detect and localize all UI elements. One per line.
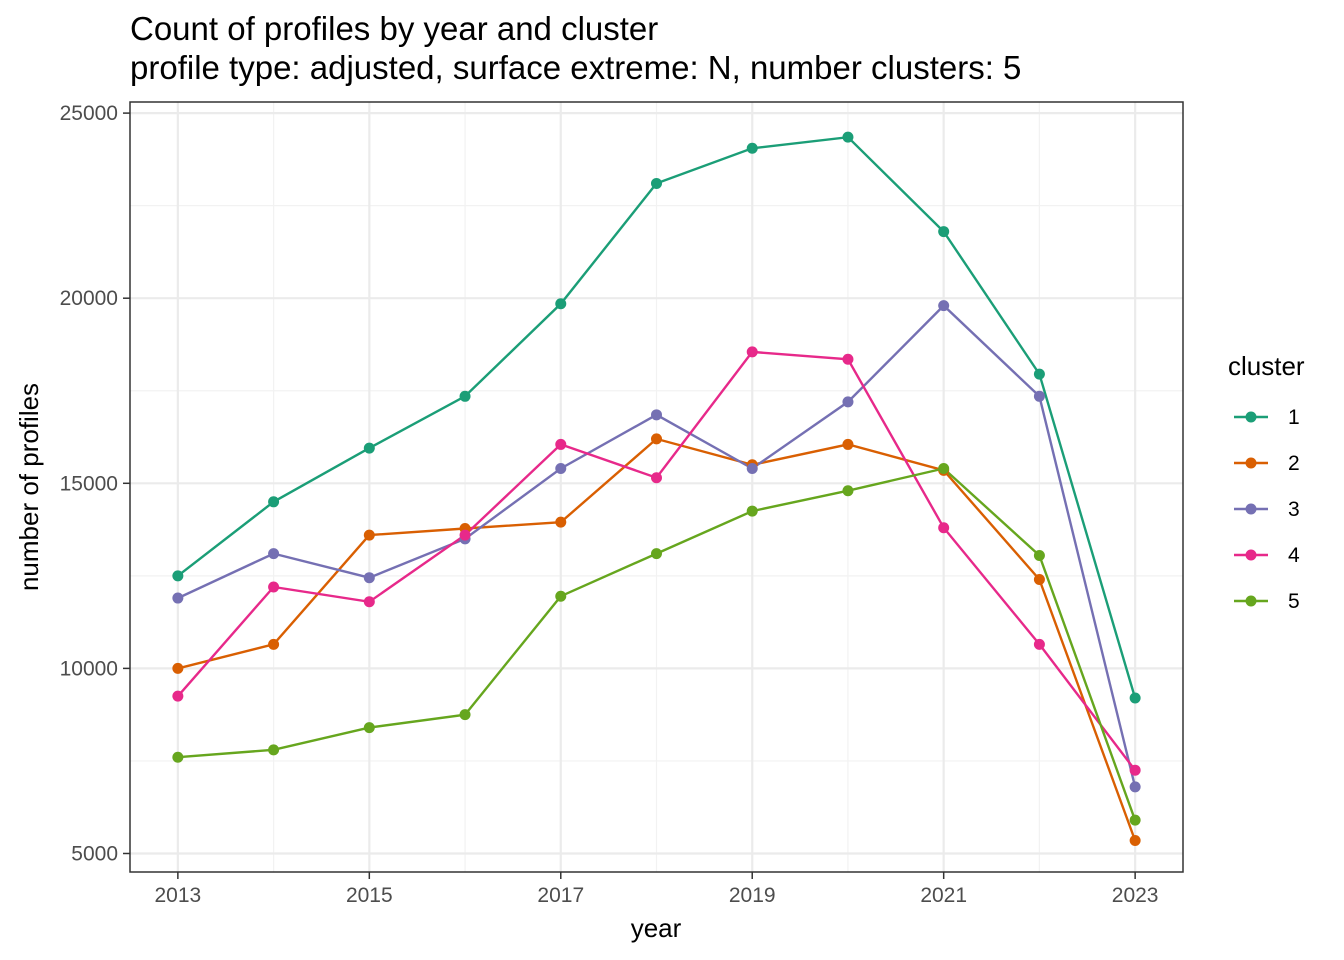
data-point-cluster-5 — [1033, 549, 1045, 561]
x-tick-label: 2017 — [537, 884, 584, 907]
y-tick-label: 15000 — [60, 472, 118, 495]
data-point-cluster-5 — [746, 505, 758, 517]
x-axis-title: year — [631, 913, 682, 943]
data-point-cluster-1 — [268, 496, 280, 508]
panel-border — [129, 101, 1184, 873]
y-tick-label: 25000 — [60, 102, 118, 125]
data-point-cluster-4 — [938, 522, 950, 534]
legend-label: 2 — [1288, 452, 1300, 475]
y-tick-label: 5000 — [71, 842, 118, 865]
data-point-cluster-3 — [363, 572, 375, 584]
legend-item-cluster-4: 4 — [1234, 544, 1300, 567]
plot-panel — [129, 101, 1184, 873]
data-point-cluster-5 — [1129, 814, 1141, 826]
data-point-cluster-1 — [842, 131, 854, 143]
data-point-cluster-2 — [172, 662, 184, 674]
data-point-cluster-3 — [746, 462, 758, 474]
legend-key-point — [1245, 457, 1257, 469]
data-point-cluster-3 — [1129, 781, 1141, 793]
data-point-cluster-4 — [651, 472, 662, 484]
grid-minor — [130, 102, 1183, 872]
grid-major — [130, 102, 1183, 872]
data-point-cluster-1 — [1033, 368, 1045, 380]
data-point-cluster-1 — [938, 226, 950, 238]
data-point-cluster-4 — [363, 596, 375, 608]
x-tick-label: 2019 — [729, 884, 776, 907]
legend-item-cluster-1: 1 — [1234, 406, 1300, 429]
legend-items: 1 2 3 4 5 — [1234, 406, 1300, 613]
data-point-cluster-5 — [172, 751, 184, 763]
data-point-cluster-2 — [363, 529, 375, 541]
y-tick-label: 10000 — [60, 657, 118, 680]
legend-key-point — [1245, 503, 1257, 515]
legend-key-point — [1245, 411, 1257, 423]
data-point-cluster-3 — [651, 409, 662, 421]
y-axis: 5000 10000 15000 20000 25000 — [60, 102, 130, 865]
data-point-cluster-2 — [555, 516, 567, 528]
data-point-cluster-5 — [555, 590, 567, 602]
x-axis: 2013 2015 2017 2019 2021 2023 — [155, 872, 1159, 907]
x-tick-label: 2021 — [920, 884, 967, 907]
data-point-cluster-2 — [651, 433, 662, 445]
data-point-cluster-3 — [555, 462, 567, 474]
data-point-cluster-4 — [172, 690, 184, 702]
legend-label: 1 — [1288, 406, 1300, 429]
data-point-cluster-1 — [459, 390, 471, 402]
legend-label: 5 — [1288, 590, 1300, 613]
data-point-cluster-3 — [938, 300, 950, 312]
data-point-cluster-2 — [1129, 835, 1141, 847]
legend-title: cluster — [1228, 351, 1305, 381]
data-point-cluster-1 — [651, 177, 662, 189]
legend-item-cluster-5: 5 — [1234, 590, 1300, 613]
legend-label: 3 — [1288, 498, 1300, 521]
data-point-cluster-3 — [842, 396, 854, 408]
x-tick-label: 2023 — [1112, 884, 1159, 907]
legend-label: 4 — [1288, 544, 1300, 567]
x-tick-label: 2013 — [155, 884, 202, 907]
data-point-cluster-5 — [842, 485, 854, 497]
data-point-cluster-5 — [268, 744, 280, 756]
legend-key-point — [1245, 549, 1257, 561]
data-point-cluster-1 — [746, 142, 758, 154]
y-axis-title: number of profiles — [14, 383, 44, 591]
data-point-cluster-2 — [268, 638, 280, 650]
chart-title: Count of profiles by year and cluster — [130, 10, 658, 47]
legend: cluster 1 2 3 4 5 — [1228, 351, 1305, 613]
data-point-cluster-3 — [172, 592, 184, 604]
chart-subtitle: profile type: adjusted, surface extreme:… — [130, 49, 1021, 86]
data-point-cluster-1 — [555, 298, 567, 310]
x-tick-label: 2015 — [346, 884, 393, 907]
data-point-cluster-5 — [459, 709, 471, 721]
data-point-cluster-5 — [651, 548, 662, 560]
legend-item-cluster-2: 2 — [1234, 452, 1300, 475]
series-layer — [172, 131, 1141, 847]
legend-item-cluster-3: 3 — [1234, 498, 1300, 521]
data-point-cluster-3 — [1033, 390, 1045, 402]
data-point-cluster-4 — [746, 346, 758, 358]
data-point-cluster-2 — [842, 438, 854, 450]
data-point-cluster-4 — [842, 353, 854, 365]
data-point-cluster-1 — [172, 570, 184, 582]
data-point-cluster-4 — [1033, 638, 1045, 650]
data-point-cluster-4 — [459, 529, 471, 541]
data-point-cluster-5 — [363, 722, 375, 734]
data-point-cluster-3 — [268, 548, 280, 560]
data-point-cluster-1 — [1129, 692, 1141, 704]
data-point-cluster-4 — [1129, 764, 1141, 776]
legend-key-point — [1245, 595, 1257, 607]
data-point-cluster-4 — [268, 581, 280, 593]
data-point-cluster-5 — [938, 462, 950, 474]
data-point-cluster-1 — [363, 442, 375, 454]
y-tick-label: 20000 — [60, 287, 118, 310]
data-point-cluster-2 — [1033, 574, 1045, 586]
data-point-cluster-4 — [555, 438, 567, 450]
